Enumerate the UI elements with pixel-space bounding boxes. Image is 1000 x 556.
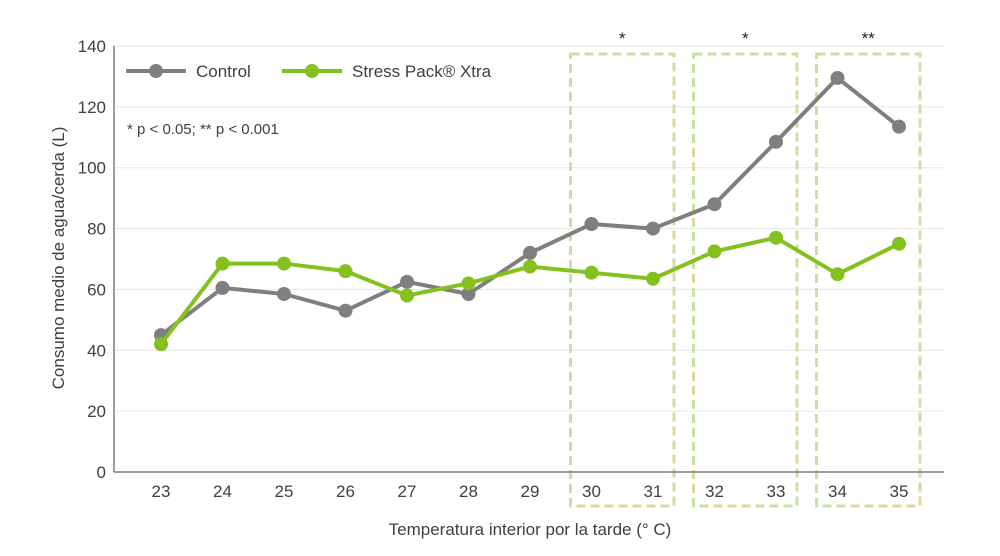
gridlines <box>114 45 944 412</box>
significance-box-3 <box>815 52 922 508</box>
x-tick-label-24: 24 <box>213 482 232 501</box>
data-point-control-30 <box>584 217 599 232</box>
significance-marker-2: * <box>742 29 749 48</box>
x-tick-label-29: 29 <box>521 482 540 501</box>
data-point-stress-pack-xtra-35 <box>892 236 906 251</box>
significance-boxes: * * ** <box>569 29 922 508</box>
y-tick-label-140: 140 <box>78 37 106 56</box>
x-tick-label-26: 26 <box>336 482 355 501</box>
legend-label-control: Control <box>196 62 251 81</box>
y-axis-title: Consumo medio de agua/cerda (L) <box>49 127 68 390</box>
x-tick-label-31: 31 <box>644 482 663 501</box>
legend-marker-stress-pack <box>305 64 319 78</box>
x-tick-label-27: 27 <box>398 482 417 501</box>
data-point-control-24 <box>215 280 230 295</box>
data-point-control-29 <box>523 245 537 260</box>
data-series <box>154 70 906 352</box>
data-point-control-32 <box>707 197 722 212</box>
significance-marker-1: * <box>619 29 626 48</box>
x-tick-label-28: 28 <box>459 482 478 501</box>
x-tick-label-25: 25 <box>275 482 294 501</box>
x-tick-label-34: 34 <box>828 482 847 501</box>
significance-box-1 <box>569 52 676 508</box>
y-tick-label-20: 20 <box>87 402 106 421</box>
x-tick-label-35: 35 <box>890 482 909 501</box>
data-point-stress-pack-xtra-31 <box>646 271 660 286</box>
x-axis-title: Temperatura interior por la tarde (° C) <box>389 520 672 539</box>
x-tick-label-23: 23 <box>152 482 171 501</box>
significance-note: * p < 0.05; ** p < 0.001 <box>127 121 279 138</box>
data-point-stress-pack-xtra-24 <box>215 256 230 271</box>
data-point-stress-pack-xtra-25 <box>277 256 291 271</box>
x-tick-label-33: 33 <box>767 482 786 501</box>
data-point-control-28 <box>461 286 476 301</box>
data-point-stress-pack-xtra-32 <box>707 244 722 259</box>
legend-label-stress-pack: Stress Pack® Xtra <box>352 62 492 81</box>
significance-box-2 <box>692 52 799 508</box>
y-tick-label-60: 60 <box>87 280 106 299</box>
data-point-stress-pack-xtra-30 <box>584 265 599 280</box>
y-tick-label-0: 0 <box>97 463 106 482</box>
data-point-control-26 <box>338 303 353 318</box>
data-point-stress-pack-xtra-23 <box>154 337 168 352</box>
data-point-stress-pack-xtra-29 <box>523 259 537 274</box>
data-point-stress-pack-xtra-33 <box>769 230 783 245</box>
x-tick-label-32: 32 <box>705 482 724 501</box>
data-point-control-35 <box>892 119 906 134</box>
data-point-stress-pack-xtra-27 <box>400 288 414 303</box>
data-point-stress-pack-xtra-26 <box>338 264 353 279</box>
y-tick-label-80: 80 <box>87 220 106 239</box>
axes: 0 20 40 60 80 100 120 140 23 24 25 26 27 28 29 30 31 32 33… <box>78 37 944 501</box>
legend: Control Stress Pack® Xtra <box>126 62 492 81</box>
y-tick-label-100: 100 <box>78 159 106 178</box>
series-line-control <box>159 75 901 337</box>
legend-marker-control <box>149 64 163 78</box>
y-tick-label-120: 120 <box>78 98 106 117</box>
data-point-control-33 <box>769 134 783 149</box>
data-point-stress-pack-xtra-34 <box>830 267 845 282</box>
data-point-control-34 <box>830 70 845 85</box>
significance-marker-3: ** <box>862 29 876 48</box>
data-point-control-27 <box>400 274 414 289</box>
data-point-control-31 <box>646 221 660 236</box>
data-point-control-25 <box>277 286 291 301</box>
x-tick-label-30: 30 <box>582 482 601 501</box>
y-tick-label-40: 40 <box>87 341 106 360</box>
data-point-stress-pack-xtra-28 <box>461 276 476 291</box>
